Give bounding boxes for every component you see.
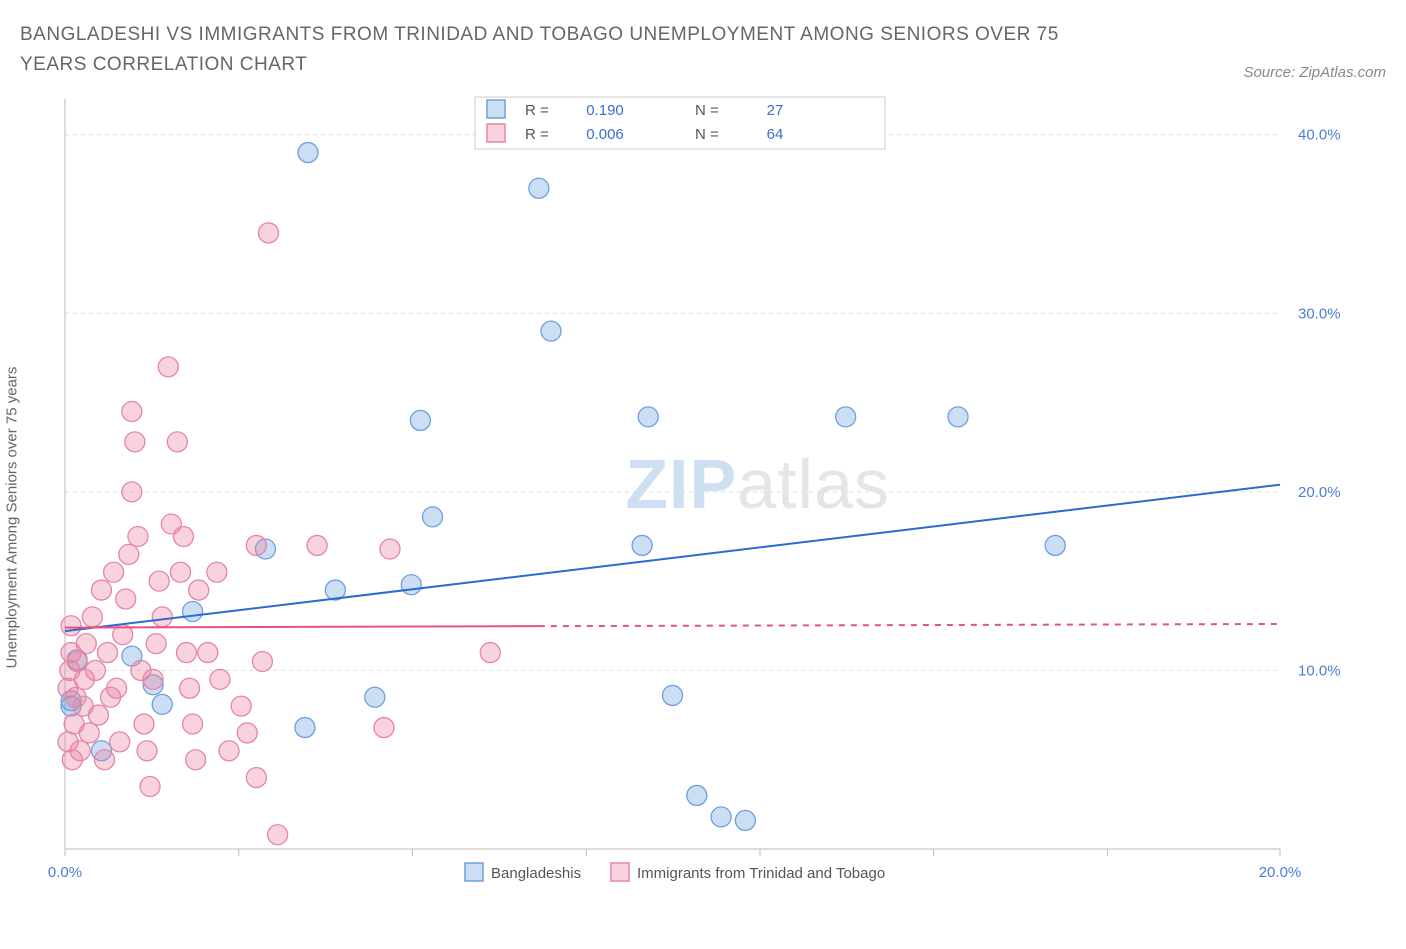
data-point xyxy=(268,824,288,844)
data-point xyxy=(307,535,327,555)
data-point xyxy=(94,749,114,769)
chart-svg: 10.0% 20.0% 30.0% 40.0% 0.0% 20.0% R = 0.190 N =… xyxy=(20,89,1340,929)
data-point xyxy=(107,678,127,698)
data-point xyxy=(948,407,968,427)
data-point xyxy=(401,574,421,594)
series-label: Bangladeshis xyxy=(491,865,581,882)
data-point xyxy=(88,705,108,725)
data-point xyxy=(122,401,142,421)
data-point xyxy=(98,642,118,662)
data-point xyxy=(237,723,257,743)
data-point xyxy=(110,732,130,752)
data-point xyxy=(183,714,203,734)
data-point xyxy=(298,142,318,162)
data-point xyxy=(170,562,190,582)
data-point xyxy=(380,539,400,559)
legend-swatch xyxy=(487,100,505,118)
data-point xyxy=(79,723,99,743)
data-point xyxy=(711,807,731,827)
series-swatch xyxy=(611,863,629,881)
data-point xyxy=(198,642,218,662)
data-point xyxy=(152,694,172,714)
data-point xyxy=(140,776,160,796)
data-point xyxy=(219,741,239,761)
legend-r-label: R = xyxy=(525,126,549,143)
legend-r-value: 0.190 xyxy=(586,102,624,119)
data-point xyxy=(76,633,96,653)
data-point xyxy=(189,580,209,600)
data-point xyxy=(158,357,178,377)
data-point xyxy=(410,410,430,430)
data-point xyxy=(210,669,230,689)
data-point xyxy=(374,717,394,737)
data-point xyxy=(104,562,124,582)
data-point xyxy=(91,580,111,600)
data-point xyxy=(638,407,658,427)
data-point xyxy=(146,633,166,653)
data-point xyxy=(137,741,157,761)
legend-n-value: 64 xyxy=(767,126,784,143)
source-credit: Source: ZipAtlas.com xyxy=(1243,64,1386,81)
data-point xyxy=(480,642,500,662)
data-point xyxy=(125,432,145,452)
y-tick-label: 40.0% xyxy=(1298,126,1340,143)
data-point xyxy=(252,651,272,671)
data-point xyxy=(177,642,197,662)
data-point xyxy=(735,810,755,830)
data-point xyxy=(116,589,136,609)
data-point xyxy=(134,714,154,734)
data-point xyxy=(529,178,549,198)
legend-n-value: 27 xyxy=(767,102,784,119)
data-point xyxy=(119,544,139,564)
data-point xyxy=(61,616,81,636)
page-title: BANGLADESHI VS IMMIGRANTS FROM TRINIDAD … xyxy=(20,20,1120,81)
series-swatch xyxy=(465,863,483,881)
legend-r-label: R = xyxy=(525,102,549,119)
legend-r-value: 0.006 xyxy=(586,126,624,143)
data-point xyxy=(207,562,227,582)
y-tick-label: 20.0% xyxy=(1298,484,1340,501)
trend-line-dashed xyxy=(539,624,1280,626)
data-point xyxy=(632,535,652,555)
trend-line xyxy=(65,484,1280,630)
data-point xyxy=(128,526,148,546)
y-tick-label: 30.0% xyxy=(1298,305,1340,322)
data-point xyxy=(259,223,279,243)
data-point xyxy=(1045,535,1065,555)
legend-n-label: N = xyxy=(695,126,719,143)
data-point xyxy=(246,767,266,787)
data-point xyxy=(180,678,200,698)
y-axis-title: Unemployment Among Seniors over 75 years xyxy=(4,366,21,668)
legend-n-label: N = xyxy=(695,102,719,119)
data-point xyxy=(167,432,187,452)
data-point xyxy=(183,601,203,621)
correlation-chart: Unemployment Among Seniors over 75 years… xyxy=(20,89,1386,929)
data-point xyxy=(149,571,169,591)
data-point xyxy=(186,749,206,769)
y-tick-label: 10.0% xyxy=(1298,662,1340,679)
data-point xyxy=(85,660,105,680)
data-point xyxy=(365,687,385,707)
data-point xyxy=(541,321,561,341)
data-point xyxy=(231,696,251,716)
data-point xyxy=(70,741,90,761)
data-point xyxy=(143,669,163,689)
data-point xyxy=(82,607,102,627)
data-point xyxy=(295,717,315,737)
data-point xyxy=(246,535,266,555)
data-point xyxy=(423,507,443,527)
data-point xyxy=(152,607,172,627)
data-point xyxy=(663,685,683,705)
data-point xyxy=(836,407,856,427)
data-point xyxy=(687,785,707,805)
data-point xyxy=(122,482,142,502)
x-tick-label: 0.0% xyxy=(48,864,82,881)
data-point xyxy=(67,651,87,671)
series-label: Immigrants from Trinidad and Tobago xyxy=(637,865,885,882)
data-point xyxy=(173,526,193,546)
x-tick-label: 20.0% xyxy=(1259,864,1302,881)
trend-line xyxy=(65,626,539,627)
legend-swatch xyxy=(487,124,505,142)
